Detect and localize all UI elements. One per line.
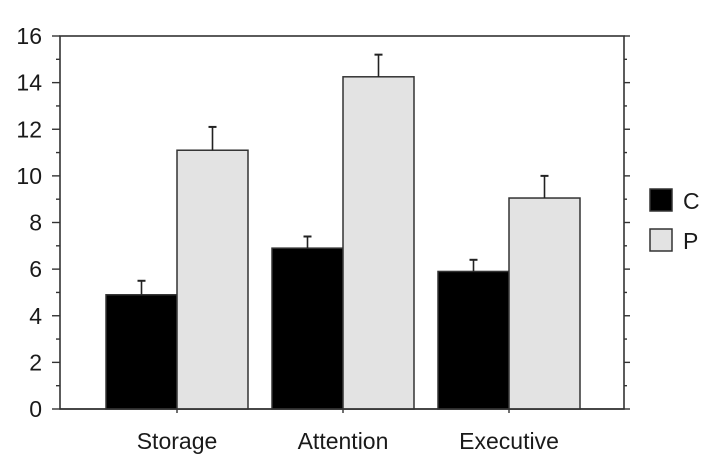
bar-p-storage xyxy=(176,149,249,410)
y-axis: 0 2 4 6 8 10 12 14 16 xyxy=(16,23,630,422)
y-tick-label: 6 xyxy=(29,256,42,282)
legend-item-c: C xyxy=(649,188,700,214)
x-category-label: Executive xyxy=(459,428,559,454)
bar-p-attention xyxy=(342,76,415,410)
y-tick-label: 0 xyxy=(29,396,42,422)
bar-c-executive xyxy=(437,270,510,410)
bar-c-attention xyxy=(271,247,344,410)
bar-p-executive xyxy=(508,197,581,410)
x-axis: Storage Attention Executive xyxy=(137,409,559,454)
bar-c-storage xyxy=(105,294,178,410)
legend: C P xyxy=(649,188,700,254)
x-category-label: Attention xyxy=(298,428,389,454)
y-tick-label: 12 xyxy=(16,116,42,142)
y-tick-label: 16 xyxy=(16,23,42,49)
y-tick-label: 4 xyxy=(29,303,42,329)
legend-swatch-p xyxy=(649,228,673,252)
legend-label-p: P xyxy=(683,228,698,254)
plot-area xyxy=(59,35,625,410)
y-tick-label: 2 xyxy=(29,349,42,375)
x-category-label: Storage xyxy=(137,428,218,454)
legend-swatch-c xyxy=(649,188,673,212)
y-tick-label: 10 xyxy=(16,163,42,189)
y-tick-label: 8 xyxy=(29,210,42,236)
legend-label-c: C xyxy=(683,188,700,214)
legend-item-p: P xyxy=(649,228,698,254)
y-tick-label: 14 xyxy=(16,70,42,96)
